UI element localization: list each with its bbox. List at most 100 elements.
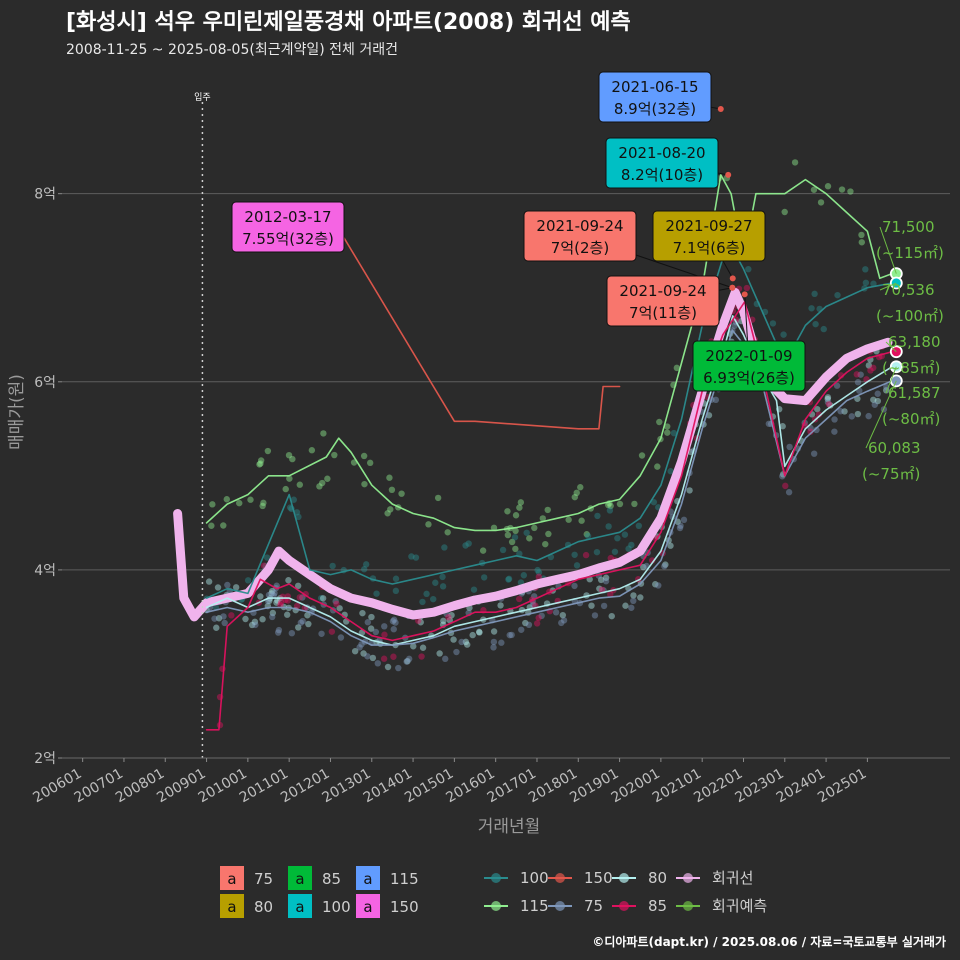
scatter-point	[205, 578, 213, 585]
scatter-point	[808, 305, 815, 312]
scatter-point	[366, 459, 374, 467]
scatter-point	[628, 604, 635, 611]
scatter-point	[870, 280, 877, 287]
scatter-point	[630, 592, 637, 599]
scatter-point	[628, 541, 635, 549]
scatter-point	[392, 619, 399, 626]
scatter-point	[824, 394, 832, 401]
scatter-point	[475, 628, 483, 636]
scatter-point	[439, 583, 447, 590]
scatter-point	[656, 418, 663, 426]
scatter-point	[611, 548, 619, 555]
callout-point	[741, 291, 748, 298]
scatter-point	[810, 450, 818, 457]
scatter-point	[607, 502, 614, 510]
scatter-point	[520, 572, 528, 579]
scatter-point	[578, 517, 585, 524]
legend-dot-115	[491, 901, 501, 911]
scatter-point	[425, 521, 432, 528]
scatter-point	[598, 586, 606, 594]
scatter-point	[785, 489, 793, 496]
scatter-point	[857, 371, 864, 378]
scatter-point	[446, 617, 453, 624]
callout-date: 2021-09-27	[665, 217, 752, 235]
callout-value: 6.93억(26층)	[703, 369, 795, 387]
scatter-point	[381, 623, 388, 630]
scatter-point	[279, 593, 286, 601]
scatter-point	[870, 396, 877, 403]
scatter-point	[490, 644, 497, 651]
scatter-point	[577, 484, 584, 491]
scatter-point	[320, 430, 327, 437]
scatter-point	[228, 612, 235, 619]
scatter-point	[530, 601, 537, 609]
scatter-point	[765, 420, 773, 427]
callouts: 2021-06-15 8.9억(32층) 2021-08-20 8.2억(10층) 20…	[231, 71, 806, 392]
x-axis: 2006012007012008012009012010012011012012…	[30, 757, 950, 806]
scatter-point	[517, 499, 525, 506]
move-in-marker: 입주	[194, 91, 211, 758]
scatter-point	[854, 379, 862, 386]
prediction-value: 60,083	[868, 439, 921, 457]
scatter-point	[293, 602, 301, 610]
scatter-point	[654, 463, 661, 470]
scatter-point	[232, 584, 240, 591]
scatter-point	[358, 641, 365, 648]
callout-date: 2021-09-24	[619, 282, 706, 300]
scatter-point	[257, 593, 264, 600]
scatter-point	[220, 613, 227, 620]
scatter-point	[257, 460, 264, 467]
callout-box	[231, 201, 345, 253]
scatter-point	[545, 530, 552, 538]
scatter-point	[476, 629, 483, 636]
scatter-point	[616, 500, 624, 508]
scatter-point	[252, 621, 259, 629]
scatter-point	[490, 628, 498, 635]
callout-value: 7억(2층)	[551, 239, 609, 257]
scatter-point	[505, 575, 513, 583]
legend-label-75: 75	[254, 870, 273, 888]
scatter-point	[667, 468, 674, 475]
grid-lines	[62, 193, 950, 759]
scatter-point	[865, 412, 872, 420]
scatter-point	[661, 563, 668, 570]
scatter-point	[594, 512, 601, 520]
scatter-point	[786, 443, 793, 451]
scatter-point	[369, 654, 377, 662]
y-tick-label: 4억	[34, 563, 56, 579]
scatter-point	[498, 639, 505, 646]
scatter-point	[248, 621, 256, 629]
prediction-area: (~115㎡)	[876, 244, 944, 262]
y-tick-label: 6억	[34, 375, 56, 391]
chart-title: [화성시] 석우 우미린제일풍경채 아파트(2008) 회귀선 예측	[66, 10, 631, 35]
series-line-80	[205, 315, 893, 646]
scatter-point	[269, 587, 276, 595]
scatter-point	[269, 613, 276, 621]
scatter-point	[221, 619, 228, 627]
prediction-leader	[879, 226, 897, 274]
scatter-point	[211, 615, 218, 622]
scatter-point	[827, 402, 834, 409]
scatter-point	[505, 576, 512, 583]
scatter-point	[558, 619, 565, 627]
legend-label-75: 75	[584, 897, 603, 915]
scatter-point	[531, 524, 538, 532]
scatter-point	[390, 616, 398, 623]
scatter-point	[242, 615, 249, 623]
scatter-point	[324, 475, 331, 482]
scatter-point	[584, 532, 592, 540]
scatter-point	[731, 322, 738, 330]
scatter-point	[838, 186, 846, 193]
scatter-point	[602, 578, 610, 585]
callout-box	[598, 71, 712, 123]
scatter-point	[533, 620, 541, 627]
scatter-point	[525, 621, 533, 629]
scatter-point	[286, 475, 293, 482]
scatter-point	[867, 367, 874, 374]
scatter-point	[607, 591, 614, 598]
scatter-point	[283, 611, 291, 618]
scatter-point	[512, 545, 519, 553]
callout-date: 2021-08-20	[618, 144, 705, 162]
legend-label-회귀예측: 회귀예측	[712, 897, 767, 915]
scatter-point	[441, 544, 448, 551]
